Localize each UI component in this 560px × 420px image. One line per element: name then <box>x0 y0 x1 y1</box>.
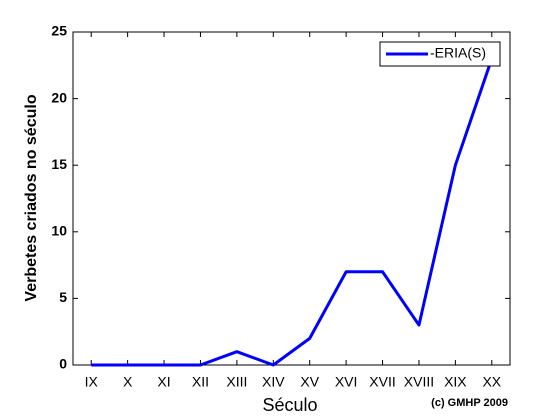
x-tick-label: XIV <box>262 374 285 390</box>
x-tick-label: XVIII <box>404 374 434 390</box>
legend-label: -ERIA(S) <box>430 45 486 61</box>
y-tick-label: 25 <box>51 23 67 39</box>
y-tick-label: 0 <box>59 356 67 372</box>
plot-frame <box>72 31 511 366</box>
y-tick-label: 5 <box>59 289 67 305</box>
x-tick-label: XX <box>482 374 501 390</box>
x-tick-label: XVII <box>369 374 395 390</box>
x-tick-label: IX <box>85 374 99 390</box>
y-axis-label: Verbetes criados no século <box>23 94 40 301</box>
x-tick-label: XVI <box>335 374 358 390</box>
x-tick-label: XIX <box>444 374 467 390</box>
x-tick-label: XV <box>300 374 319 390</box>
x-tick-label: X <box>123 374 133 390</box>
y-tick-label: 10 <box>51 223 67 239</box>
annotation: (c) GMHP 2009 <box>431 397 508 409</box>
x-tick-label: XIII <box>226 374 247 390</box>
y-tick-label: 15 <box>51 156 67 172</box>
x-tick-label: XI <box>157 374 170 390</box>
y-tick-label: 20 <box>51 89 67 105</box>
x-tick-label: XII <box>192 374 209 390</box>
x-axis-label: Século <box>262 395 317 415</box>
line <box>91 58 494 367</box>
